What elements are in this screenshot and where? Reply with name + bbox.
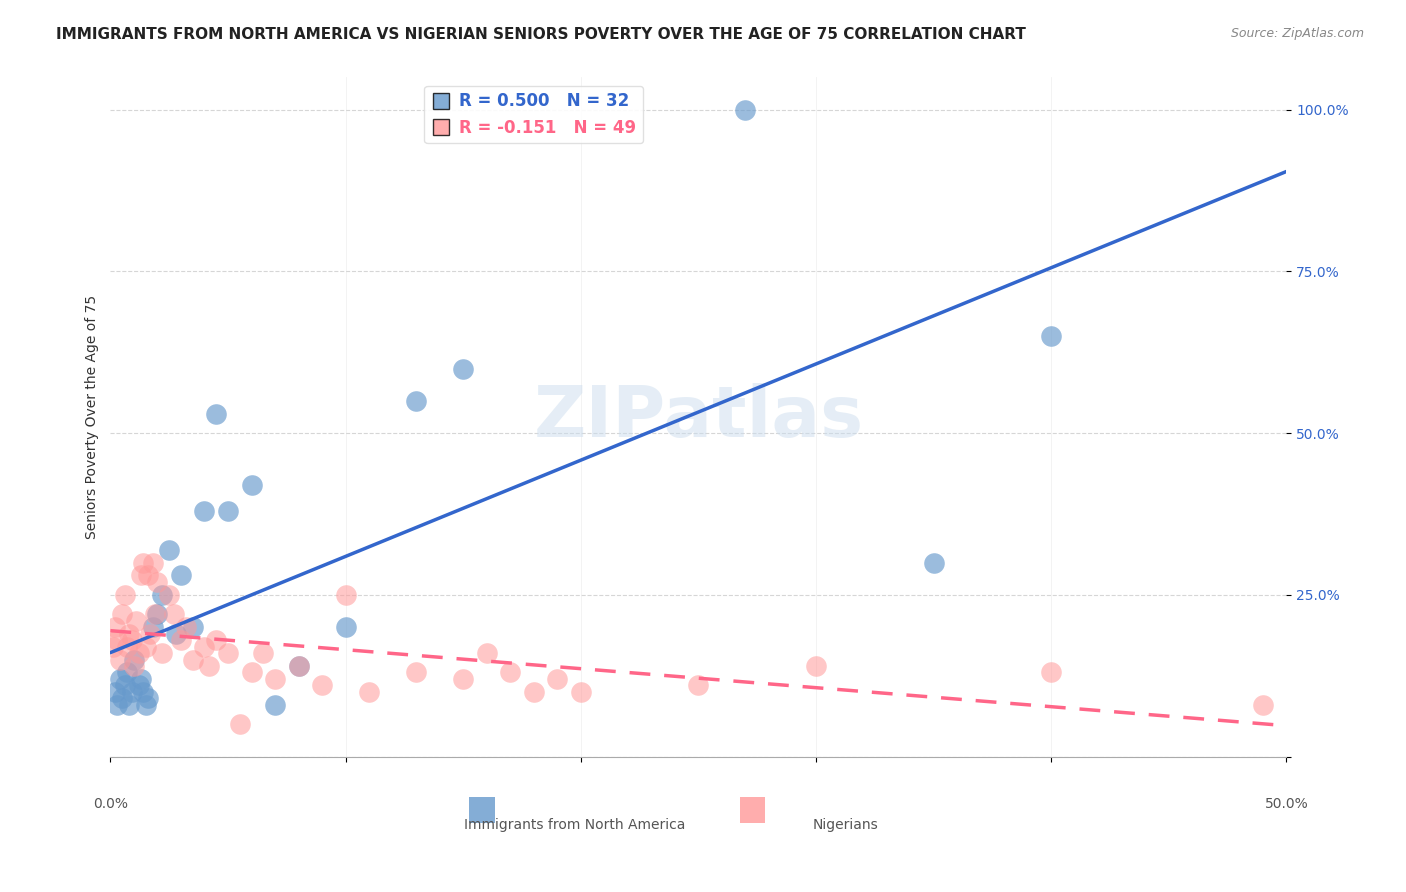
Point — [139, 626, 162, 640]
Point — [688, 678, 710, 692]
Point — [150, 646, 173, 660]
Point — [146, 574, 169, 589]
Point — [101, 640, 124, 654]
Point — [804, 659, 827, 673]
Point — [451, 672, 474, 686]
Point — [205, 633, 228, 648]
Point — [405, 393, 427, 408]
Text: Immigrants from North America: Immigrants from North America — [464, 818, 686, 831]
Point — [181, 652, 204, 666]
Point — [205, 407, 228, 421]
Point — [181, 620, 204, 634]
Point — [287, 659, 309, 673]
Point — [1040, 329, 1063, 343]
Point — [405, 665, 427, 680]
Text: ZIPatlas: ZIPatlas — [533, 383, 863, 451]
Point — [135, 640, 157, 654]
Y-axis label: Seniors Poverty Over the Age of 75: Seniors Poverty Over the Age of 75 — [86, 295, 100, 539]
Point — [499, 665, 522, 680]
Point — [122, 652, 145, 666]
Point — [114, 588, 136, 602]
Point — [143, 607, 166, 622]
Point — [150, 588, 173, 602]
Point — [170, 633, 193, 648]
Point — [311, 678, 333, 692]
Point — [128, 646, 150, 660]
Point — [136, 691, 159, 706]
Point — [1251, 698, 1274, 712]
Point — [128, 678, 150, 692]
Point — [359, 685, 381, 699]
Point — [121, 685, 143, 699]
Point — [136, 568, 159, 582]
Point — [135, 698, 157, 712]
Point — [252, 646, 274, 660]
Point — [287, 659, 309, 673]
Text: IMMIGRANTS FROM NORTH AMERICA VS NIGERIAN SENIORS POVERTY OVER THE AGE OF 75 COR: IMMIGRANTS FROM NORTH AMERICA VS NIGERIA… — [56, 27, 1026, 42]
Point — [118, 626, 141, 640]
Point — [475, 646, 498, 660]
Text: 0.0%: 0.0% — [93, 797, 128, 812]
Point — [107, 698, 129, 712]
Point — [335, 620, 357, 634]
Bar — [740, 797, 765, 823]
Bar — [470, 797, 495, 823]
Point — [165, 626, 187, 640]
Point — [193, 504, 215, 518]
Point — [111, 607, 134, 622]
Point — [264, 698, 287, 712]
Point — [217, 504, 239, 518]
Point — [546, 672, 568, 686]
Point — [115, 665, 138, 680]
Point — [129, 568, 152, 582]
Point — [240, 478, 263, 492]
Point — [163, 607, 186, 622]
Point — [264, 672, 287, 686]
Point — [129, 672, 152, 686]
Point — [569, 685, 592, 699]
Point — [451, 361, 474, 376]
Text: 50.0%: 50.0% — [1264, 797, 1309, 812]
Point — [217, 646, 239, 660]
Point — [170, 568, 193, 582]
Point — [335, 588, 357, 602]
Point — [146, 607, 169, 622]
Text: Source: ZipAtlas.com: Source: ZipAtlas.com — [1230, 27, 1364, 40]
Point — [108, 672, 131, 686]
Point — [132, 685, 155, 699]
Point — [142, 620, 165, 634]
Point — [115, 640, 138, 654]
Point — [108, 652, 131, 666]
Point — [198, 659, 221, 673]
Text: Nigerians: Nigerians — [813, 818, 879, 831]
Point — [734, 103, 756, 117]
Point — [157, 588, 180, 602]
Point — [193, 640, 215, 654]
Point — [104, 620, 127, 634]
Point — [1040, 665, 1063, 680]
Point — [132, 556, 155, 570]
Point — [104, 685, 127, 699]
Point — [174, 620, 197, 634]
Point — [125, 614, 148, 628]
Point — [523, 685, 546, 699]
Point — [122, 659, 145, 673]
Point — [922, 556, 945, 570]
Point — [121, 633, 143, 648]
Point — [157, 542, 180, 557]
Point — [142, 556, 165, 570]
Point — [118, 698, 141, 712]
Point — [107, 633, 129, 648]
Point — [229, 717, 252, 731]
Point — [111, 691, 134, 706]
Point — [114, 678, 136, 692]
Point — [240, 665, 263, 680]
Legend: R = 0.500   N = 32, R = -0.151   N = 49: R = 0.500 N = 32, R = -0.151 N = 49 — [425, 86, 643, 144]
